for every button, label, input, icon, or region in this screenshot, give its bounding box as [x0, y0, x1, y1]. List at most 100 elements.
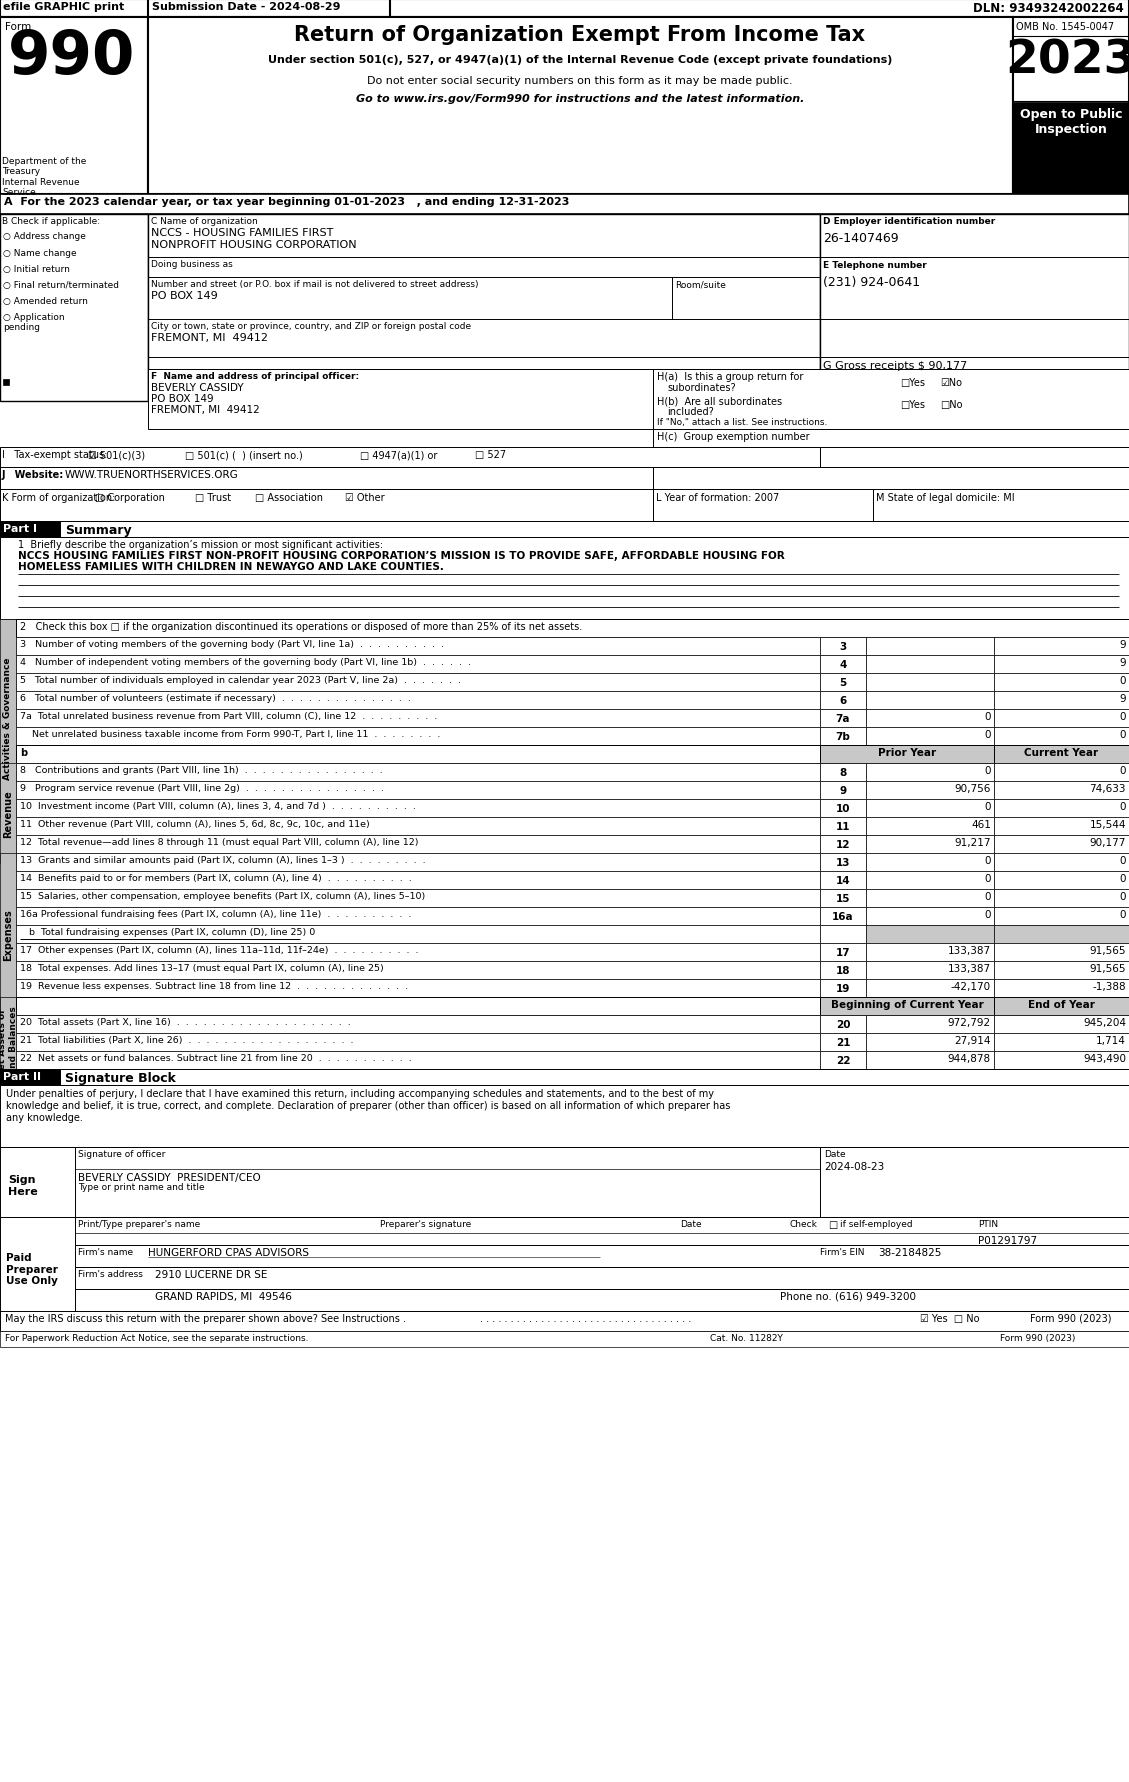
Text: 14  Benefits paid to or for members (Part IX, column (A), line 4)  .  .  .  .  .: 14 Benefits paid to or for members (Part…: [20, 873, 412, 882]
Text: Date: Date: [824, 1149, 846, 1158]
Text: 18  Total expenses. Add lines 13–17 (must equal Part IX, column (A), line 25): 18 Total expenses. Add lines 13–17 (must…: [20, 964, 384, 973]
Text: 27,914: 27,914: [954, 1035, 991, 1046]
Text: Doing business as: Doing business as: [151, 260, 233, 269]
Text: ☑ Other: ☑ Other: [345, 494, 385, 503]
Text: Signature Block: Signature Block: [65, 1071, 176, 1085]
Text: PO BOX 149: PO BOX 149: [151, 394, 213, 405]
Bar: [16, 1051, 820, 1069]
Bar: [0, 620, 16, 818]
Text: 90,177: 90,177: [1089, 838, 1126, 848]
Text: Part I: Part I: [3, 524, 37, 533]
Bar: [994, 800, 1129, 818]
Text: 4: 4: [839, 659, 847, 670]
Text: Expenses: Expenses: [3, 909, 14, 960]
Text: 13: 13: [835, 857, 850, 868]
Text: 10  Investment income (Part VIII, column (A), lines 3, 4, and 7d )  .  .  .  .  : 10 Investment income (Part VIII, column …: [20, 802, 415, 811]
Text: 133,387: 133,387: [948, 964, 991, 973]
Bar: [866, 907, 994, 925]
Text: K Form of organization:: K Form of organization:: [2, 494, 115, 503]
Text: L Year of formation: 2007: L Year of formation: 2007: [656, 494, 779, 503]
Text: Firm's address: Firm's address: [78, 1269, 143, 1278]
Bar: [994, 1016, 1129, 1034]
Text: 38-2184825: 38-2184825: [878, 1247, 942, 1258]
Bar: [0, 0, 1129, 18]
Bar: [16, 800, 820, 818]
Text: Department of the
Treasury
Internal Revenue
Service: Department of the Treasury Internal Reve…: [2, 157, 87, 198]
Text: Revenue: Revenue: [3, 789, 14, 838]
Bar: [820, 709, 866, 727]
Text: 945,204: 945,204: [1083, 1018, 1126, 1028]
Text: G Gross receipts $ 90,177: G Gross receipts $ 90,177: [823, 360, 968, 371]
Text: 12: 12: [835, 839, 850, 850]
Bar: [820, 656, 866, 674]
Text: Form 990 (2023): Form 990 (2023): [1000, 1333, 1076, 1342]
Text: DLN: 93493242002264: DLN: 93493242002264: [973, 2, 1124, 14]
Text: □: □: [828, 1219, 838, 1230]
Bar: [16, 691, 820, 709]
Bar: [0, 854, 16, 1016]
Text: 9: 9: [1119, 658, 1126, 668]
Text: 9: 9: [840, 786, 847, 795]
Text: 2910 LUCERNE DR SE: 2910 LUCERNE DR SE: [155, 1269, 268, 1279]
Bar: [0, 522, 60, 538]
Text: 74,633: 74,633: [1089, 784, 1126, 793]
Bar: [0, 216, 148, 401]
Bar: [866, 782, 994, 800]
Text: Prior Year: Prior Year: [878, 748, 936, 757]
Bar: [75, 1288, 1129, 1312]
Text: H(a)  Is this a group return for: H(a) Is this a group return for: [657, 372, 804, 381]
Text: Under section 501(c), 527, or 4947(a)(1) of the Internal Revenue Code (except pr: Under section 501(c), 527, or 4947(a)(1)…: [268, 55, 892, 64]
Text: 26-1407469: 26-1407469: [823, 232, 899, 244]
Text: 18: 18: [835, 966, 850, 975]
Text: 1,714: 1,714: [1096, 1035, 1126, 1046]
Text: 0: 0: [984, 891, 991, 902]
Text: □ 527: □ 527: [475, 449, 506, 460]
Bar: [16, 727, 820, 745]
Text: □No: □No: [940, 399, 963, 410]
Text: Activities & Governance: Activities & Governance: [3, 658, 12, 781]
Bar: [16, 836, 820, 854]
Bar: [820, 727, 866, 745]
Text: PO BOX 149: PO BOX 149: [151, 290, 218, 301]
Bar: [16, 854, 820, 871]
Text: I   Tax-exempt status:: I Tax-exempt status:: [2, 449, 107, 460]
Text: 19: 19: [835, 984, 850, 993]
Bar: [16, 620, 1129, 638]
Text: ☑ Yes  □ No: ☑ Yes □ No: [920, 1313, 980, 1324]
Text: Date: Date: [680, 1219, 701, 1228]
Text: . . . . . . . . . . . . . . . . . . . . . . . . . . . . . . . . . . .: . . . . . . . . . . . . . . . . . . . . …: [480, 1313, 694, 1324]
Text: D Employer identification number: D Employer identification number: [823, 217, 996, 226]
Text: 16a: 16a: [832, 911, 854, 921]
Text: A  For the 2023 calendar year, or tax year beginning 01-01-2023   , and ending 1: A For the 2023 calendar year, or tax yea…: [5, 196, 569, 207]
Text: 6   Total number of volunteers (estimate if necessary)  .  .  .  .  .  .  .  .  : 6 Total number of volunteers (estimate i…: [20, 693, 411, 702]
Text: Firm's name: Firm's name: [78, 1247, 133, 1256]
Bar: [16, 980, 820, 998]
Text: BEVERLY CASSIDY: BEVERLY CASSIDY: [151, 383, 244, 392]
Text: 15,544: 15,544: [1089, 820, 1126, 830]
Text: H(c)  Group exemption number: H(c) Group exemption number: [657, 431, 809, 442]
Text: 0: 0: [1120, 766, 1126, 775]
Bar: [16, 709, 820, 727]
Text: 20: 20: [835, 1019, 850, 1030]
Text: 91,565: 91,565: [1089, 946, 1126, 955]
Text: 5   Total number of individuals employed in calendar year 2023 (Part V, line 2a): 5 Total number of individuals employed i…: [20, 675, 461, 684]
Bar: [994, 691, 1129, 709]
Text: J   Website:: J Website:: [2, 470, 64, 479]
Bar: [820, 763, 866, 782]
Text: 7a  Total unrelated business revenue from Part VIII, column (C), line 12  .  .  : 7a Total unrelated business revenue from…: [20, 711, 437, 720]
Text: Net unrelated business taxable income from Form 990-T, Part I, line 11  .  .  . : Net unrelated business taxable income fr…: [20, 729, 440, 738]
Bar: [16, 674, 820, 691]
Text: 461: 461: [971, 820, 991, 830]
Bar: [820, 854, 866, 871]
Text: (231) 924-0641: (231) 924-0641: [823, 276, 920, 289]
Bar: [0, 1312, 1129, 1331]
Text: FREMONT, MI  49412: FREMONT, MI 49412: [151, 333, 268, 342]
Text: □ Trust: □ Trust: [195, 494, 231, 503]
Text: P01291797: P01291797: [978, 1235, 1038, 1246]
Text: 0: 0: [984, 873, 991, 884]
Bar: [866, 925, 994, 943]
Bar: [0, 18, 148, 194]
Bar: [866, 656, 994, 674]
Bar: [16, 998, 820, 1016]
Text: 11: 11: [835, 822, 850, 832]
